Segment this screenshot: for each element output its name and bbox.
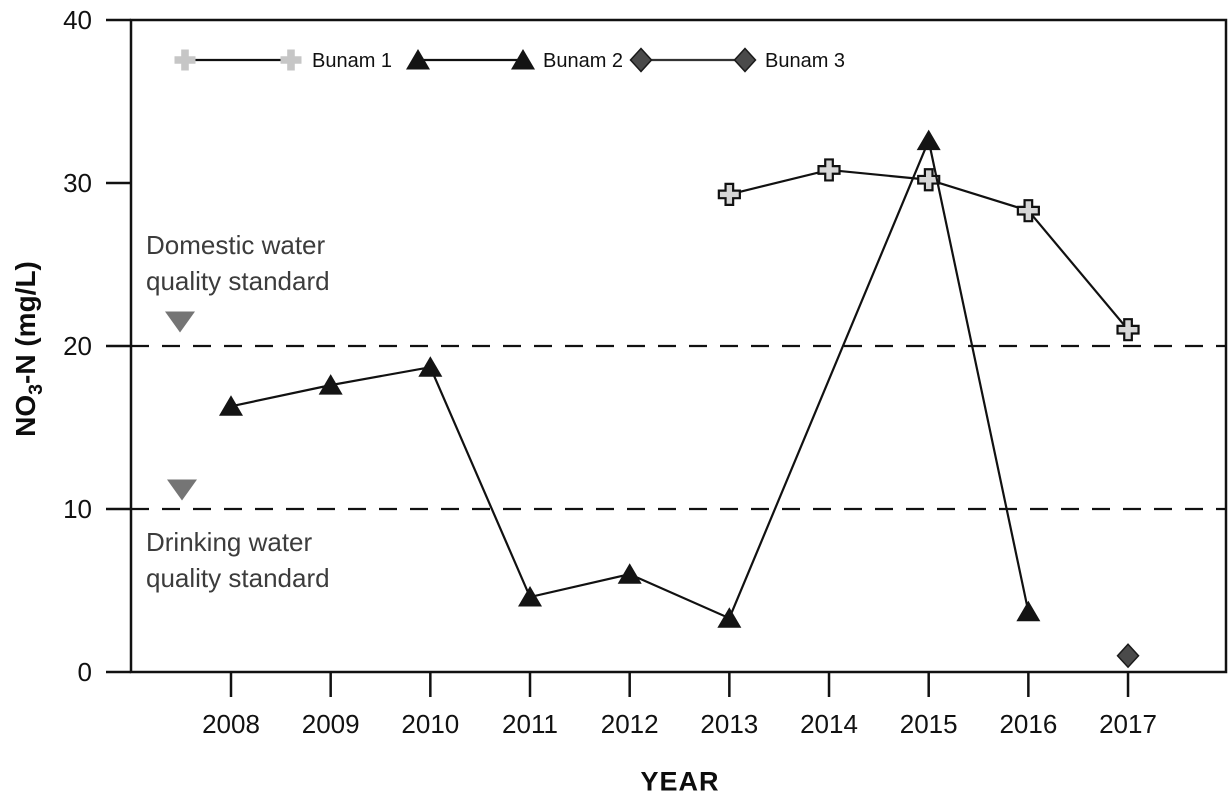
- y-axis-label: NO3-N (mg/L): [10, 261, 48, 437]
- legend-item-bunam-1: Bunam 1: [174, 49, 392, 72]
- series-line-bunam-2: [230, 136, 1030, 620]
- y-axis-label-suffix: -N (mg/L): [10, 261, 42, 384]
- triangle-marker: [518, 586, 543, 607]
- annotation-line: quality standard: [146, 563, 330, 593]
- triangle-marker: [318, 374, 343, 395]
- triangle-marker: [418, 356, 443, 377]
- plus-marker: [817, 158, 841, 182]
- x-tick-label: 2013: [700, 709, 758, 739]
- annotation-line: Domestic water: [146, 230, 326, 260]
- y-axis-label-prefix: NO: [10, 394, 42, 437]
- series-line-bunam-1: [729, 168, 1129, 331]
- y-tick-label: 10: [63, 494, 92, 524]
- down-triangle-marker: [165, 311, 195, 333]
- triangle-marker: [617, 563, 642, 584]
- drinking-standard-annotation: Drinking water quality standard: [146, 524, 330, 596]
- y-tick-label: 30: [63, 168, 92, 198]
- y-axis-label-subscript: 3: [24, 383, 47, 395]
- x-tick-label: 2012: [601, 709, 659, 739]
- x-tick-label: 2010: [401, 709, 459, 739]
- y-tick-label: 0: [78, 657, 92, 687]
- x-tick-label: 2014: [800, 709, 858, 739]
- legend-item-bunam-2: Bunam 2: [406, 49, 623, 72]
- triangle-marker: [916, 129, 941, 151]
- plus-marker: [174, 49, 196, 71]
- x-axis-label: YEAR: [640, 766, 720, 797]
- triangle-marker: [406, 49, 430, 70]
- x-tick-label: 2011: [502, 709, 558, 739]
- triangle-marker: [717, 607, 742, 628]
- x-tick-label: 2016: [999, 709, 1057, 739]
- x-tick-label: 2017: [1099, 709, 1157, 739]
- diamond-marker: [1116, 643, 1140, 669]
- triangle-marker: [1016, 600, 1041, 622]
- y-tick-label: 40: [63, 5, 92, 35]
- legend-label: Bunam 3: [765, 50, 845, 72]
- plus-marker: [717, 182, 741, 207]
- triangle-marker: [511, 49, 535, 70]
- legend-item-bunam-3: Bunam 3: [629, 47, 845, 73]
- down-triangle-marker: [167, 479, 197, 501]
- domestic-standard-annotation: Domestic water quality standard: [146, 227, 330, 299]
- x-tick-label: 2009: [302, 709, 360, 739]
- x-tick-label: 2008: [202, 709, 260, 739]
- triangle-marker: [219, 395, 243, 416]
- plus-marker: [917, 168, 941, 192]
- diamond-marker: [629, 47, 653, 73]
- annotation-line: quality standard: [146, 266, 330, 296]
- legend-label: Bunam 2: [543, 50, 623, 72]
- plus-marker: [1116, 318, 1140, 342]
- plus-marker: [280, 49, 302, 71]
- plus-marker: [1016, 199, 1040, 223]
- y-tick-label: 20: [63, 331, 92, 361]
- legend-label: Bunam 1: [312, 50, 392, 72]
- annotation-line: Drinking water: [146, 527, 313, 557]
- diamond-marker: [733, 47, 757, 73]
- x-tick-label: 2015: [900, 709, 958, 739]
